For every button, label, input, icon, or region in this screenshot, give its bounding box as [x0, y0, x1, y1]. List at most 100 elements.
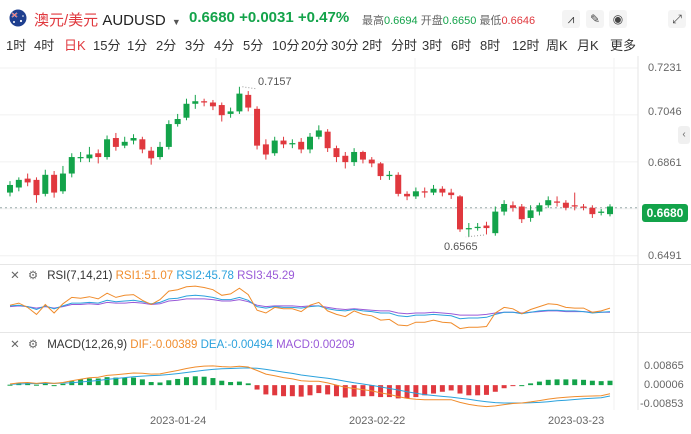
collapse-icon[interactable]: ✕ [10, 270, 20, 282]
macd-bar [307, 385, 313, 396]
candle-body [580, 206, 587, 208]
tab-20[interactable]: 更多 [610, 38, 637, 53]
tab-3[interactable]: 15分 [93, 38, 121, 53]
candle-body [218, 105, 225, 116]
tab-8[interactable]: 5分 [243, 38, 264, 53]
macd-bar [166, 380, 172, 386]
macd-bar [554, 379, 560, 386]
tab-14[interactable]: 3时 [422, 38, 443, 53]
macd-bar [86, 378, 92, 386]
symbol-selector[interactable]: 澳元/美元 AUDUSD ▼ [34, 9, 181, 30]
candle-body [386, 174, 393, 177]
ohl-stats: 最高0.6694 开盘0.6650 最低0.6646 [362, 12, 535, 28]
macd-bar [7, 384, 13, 386]
high-value: 0.6694 [384, 15, 418, 27]
macd-bar [325, 385, 331, 395]
macd-bar [272, 385, 278, 396]
candle-body [412, 191, 419, 197]
y-tick: 0.7046 [648, 106, 682, 118]
tab-1[interactable]: 4时 [34, 38, 55, 53]
candle-body [148, 150, 155, 159]
tab-5[interactable]: 2分 [156, 38, 177, 53]
candle-body [439, 188, 446, 193]
tab-7[interactable]: 4分 [214, 38, 235, 53]
macd-dif-line [9, 365, 611, 408]
candle-body [165, 124, 172, 147]
tab-17[interactable]: 12时 [512, 38, 540, 53]
candle-body [121, 141, 128, 146]
candle-body [315, 130, 322, 137]
rsi2-line [9, 294, 611, 320]
candle-body [201, 101, 208, 103]
macd-bar [42, 383, 48, 386]
candle-body [545, 200, 552, 206]
draw-icon[interactable]: ✎ [586, 10, 604, 28]
macd-bar [131, 377, 137, 386]
tab-10[interactable]: 20分 [301, 38, 329, 53]
pair-code: AUDUSD [102, 12, 166, 29]
macd-bar [219, 380, 225, 386]
macd-bar [113, 377, 119, 386]
rsi-title: RSI(7,14,21) [47, 270, 113, 282]
macd-bar [333, 385, 339, 397]
price-change: +0.0031 [239, 9, 294, 26]
macd-bar [422, 385, 428, 396]
compare-icon[interactable]: ⩘ [562, 10, 580, 28]
candle-body [42, 174, 49, 194]
tab-16[interactable]: 8时 [480, 38, 501, 53]
macd-bar [254, 385, 260, 390]
candle-body [77, 157, 84, 159]
macd-bar [528, 383, 534, 386]
macd-bar [60, 383, 66, 386]
macd-bar [228, 382, 234, 386]
settings-icon[interactable]: ⚙ [27, 270, 39, 282]
tab-11[interactable]: 30分 [331, 38, 359, 53]
tab-4[interactable]: 1分 [127, 38, 148, 53]
candle-body [457, 196, 463, 230]
tab-0[interactable]: 1时 [6, 38, 27, 53]
macd-bar [263, 385, 269, 395]
tab-18[interactable]: 周K [546, 38, 568, 53]
candle-body [262, 144, 269, 155]
collapse-icon[interactable]: ✕ [10, 339, 20, 351]
tab-9[interactable]: 10分 [272, 38, 300, 53]
tab-6[interactable]: 3分 [185, 38, 206, 53]
tab-19[interactable]: 月K [577, 38, 599, 53]
macd-bar [501, 385, 507, 389]
candle-body [183, 103, 190, 118]
high-annotation: 0.7157 [258, 76, 292, 88]
candle-body [342, 155, 349, 163]
candle-body [404, 193, 411, 197]
macd-bar [351, 385, 357, 397]
candle-body [24, 178, 31, 183]
tab-2[interactable]: 日K [64, 38, 86, 53]
macd-y-tick: -0.00853 [640, 398, 684, 410]
candle-body [351, 151, 358, 163]
candle-body [307, 136, 313, 150]
macd-legend: ✕ ⚙ MACD(12,26,9) DIF:-0.00389 DEA:-0.004… [8, 337, 355, 351]
y-tick: 0.6861 [648, 157, 682, 169]
candle-body [86, 154, 93, 159]
macd-y-tick: 0.00865 [644, 360, 684, 372]
fullscreen-icon[interactable]: ⤢ [668, 10, 686, 28]
more-tools-icon[interactable]: ◉ [609, 10, 627, 28]
pane-divider [0, 264, 691, 265]
candle-body [289, 143, 296, 145]
macd-bar [122, 377, 128, 386]
macd-bar [192, 376, 198, 386]
candle-body [333, 148, 340, 158]
macd-bar [342, 385, 348, 398]
x-tick: 2023-03-23 [548, 415, 605, 427]
settings-icon[interactable]: ⚙ [27, 339, 39, 351]
macd-bar [104, 377, 110, 386]
tab-15[interactable]: 6时 [451, 38, 472, 53]
y-tick: 0.6491 [648, 250, 682, 262]
macd-bar [572, 379, 578, 386]
chevron-left-icon[interactable]: ‹ [678, 126, 690, 144]
candle-body [492, 211, 499, 234]
tab-12[interactable]: 2时 [362, 38, 383, 53]
macd-bar [475, 385, 481, 396]
tab-13[interactable]: 分时 [391, 38, 418, 53]
candle-body [104, 139, 111, 158]
